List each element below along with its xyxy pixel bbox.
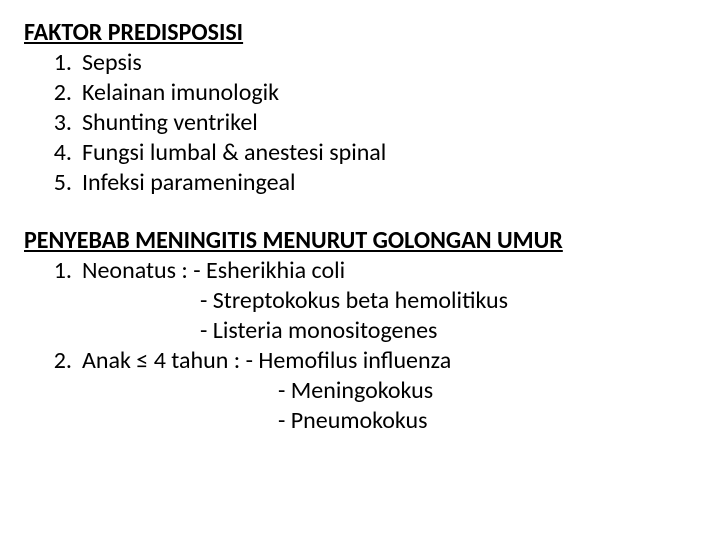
- sub-line: - Meningokokus: [24, 376, 696, 406]
- list-item: 1. Sepsis: [24, 48, 696, 78]
- item-number: 3.: [24, 108, 82, 138]
- section2-heading: PENYEBAB MENINGITIS MENURUT GOLONGAN UMU…: [24, 226, 696, 256]
- sub-line: - Listeria monositogenes: [24, 316, 696, 346]
- list-item: 1. Neonatus : - Esherikhia coli: [24, 256, 696, 286]
- item-number: 2.: [24, 78, 82, 108]
- item-text: Sepsis: [82, 48, 696, 78]
- section1-list: 1. Sepsis 2. Kelainan imunologik 3. Shun…: [24, 48, 696, 198]
- item-text: Neonatus : - Esherikhia coli: [82, 256, 696, 286]
- item-text: Infeksi parameningeal: [82, 168, 696, 198]
- item-number: 1.: [24, 48, 82, 78]
- item-text: Kelainan imunologik: [82, 78, 696, 108]
- list-item: 5. Infeksi parameningeal: [24, 168, 696, 198]
- list-item: 2. Kelainan imunologik: [24, 78, 696, 108]
- list-item: 3. Shunting ventrikel: [24, 108, 696, 138]
- item-text: Fungsi lumbal & anestesi spinal: [82, 138, 696, 168]
- list-item: 2. Anak ≤ 4 tahun : - Hemofilus influenz…: [24, 346, 696, 376]
- list-item: 4. Fungsi lumbal & anestesi spinal: [24, 138, 696, 168]
- section2-list: 1. Neonatus : - Esherikhia coli - Strept…: [24, 256, 696, 436]
- sub-line: - Streptokokus beta hemolitikus: [24, 286, 696, 316]
- item-text: Shunting ventrikel: [82, 108, 696, 138]
- sub-line: - Pneumokokus: [24, 406, 696, 436]
- item-number: 5.: [24, 168, 82, 198]
- section1-heading: FAKTOR PREDISPOSISI: [24, 18, 696, 48]
- spacer: [24, 198, 696, 226]
- item-number: 1.: [24, 256, 82, 286]
- item-text: Anak ≤ 4 tahun : - Hemofilus influenza: [82, 346, 696, 376]
- item-number: 4.: [24, 138, 82, 168]
- slide-content: FAKTOR PREDISPOSISI 1. Sepsis 2. Kelaina…: [0, 0, 720, 454]
- item-number: 2.: [24, 346, 82, 376]
